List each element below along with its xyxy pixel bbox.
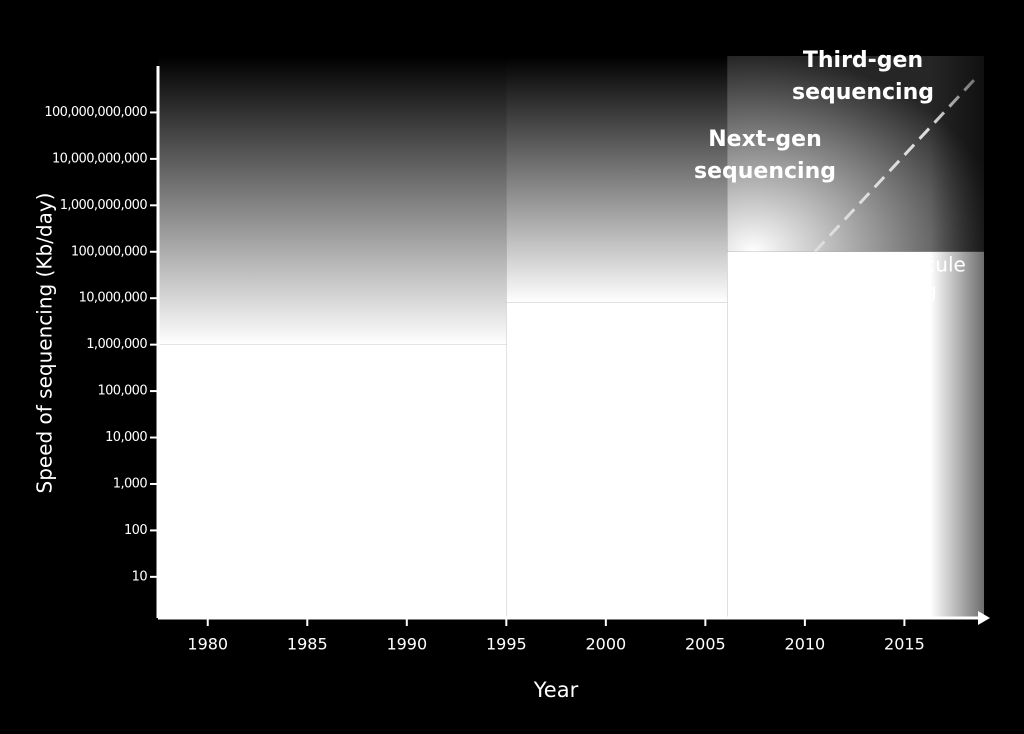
y-tick-label: 10,000,000 [79, 291, 148, 306]
annotation: g [924, 279, 937, 303]
y-tick-label: 100,000,000,000 [44, 105, 147, 120]
region [158, 344, 507, 618]
y-tick-label: 10,000,000,000 [52, 151, 147, 166]
right-fade [930, 40, 1024, 640]
y-axis-label: Speed of sequencing (Kb/day) [33, 193, 57, 494]
x-tick-label: 1985 [287, 635, 328, 654]
x-tick-label: 2010 [785, 635, 826, 654]
x-tick-label: 2015 [884, 635, 925, 654]
y-tick-label: 1,000 [113, 476, 148, 491]
x-tick-label: 2000 [585, 635, 626, 654]
trend-line [813, 78, 976, 253]
y-tick-label: 10 [132, 569, 148, 584]
region-glow [158, 56, 507, 345]
y-tick-label: 1,000,000 [86, 337, 147, 352]
annotation: sequencing [792, 80, 934, 105]
x-tick-label: 1980 [187, 635, 228, 654]
x-tick-label: 2005 [685, 635, 726, 654]
x-axis-arrow [978, 611, 990, 625]
annotation: Third-gen [803, 48, 923, 73]
x-axis-label: Year [533, 678, 579, 702]
region-glow [506, 56, 728, 303]
annotation: sequencing [694, 159, 836, 184]
y-tick-label: 10,000 [105, 430, 147, 445]
y-tick-label: 1,000,000,000 [60, 198, 148, 213]
y-tick-label: 100,000 [97, 384, 147, 399]
y-tick-label: 100,000,000 [71, 244, 147, 259]
y-tick-label: 100 [124, 523, 147, 538]
annotation: Next-gen [708, 127, 822, 152]
x-tick-label: 1990 [386, 635, 427, 654]
region [506, 302, 728, 618]
x-tick-label: 1995 [486, 635, 527, 654]
annotation: ecule [912, 253, 966, 277]
